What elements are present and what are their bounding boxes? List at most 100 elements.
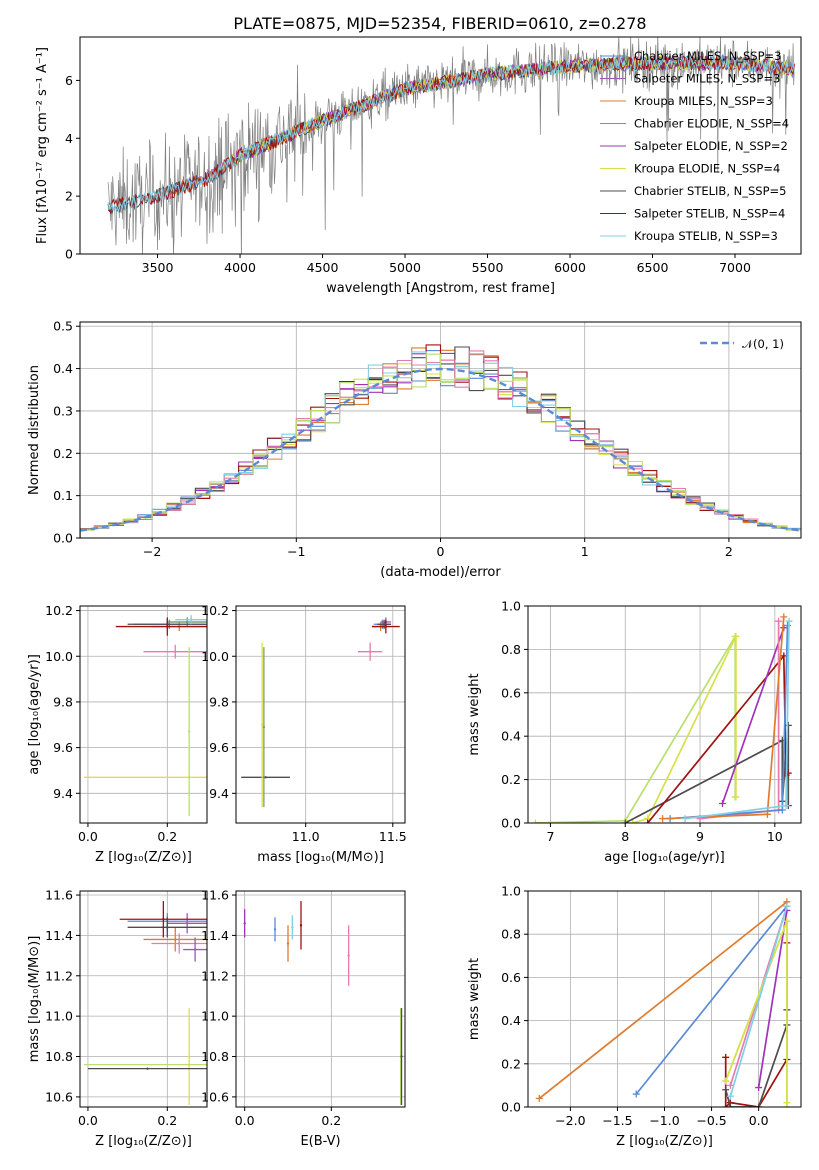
y-tick-label: 9.4 [209,786,229,801]
plus-marker [784,721,792,729]
data-point [185,922,189,925]
plus-marker [621,819,629,823]
plus-marker [785,617,793,625]
data-point [189,618,193,621]
mass-weight-line [729,905,788,1097]
normal-curve [80,367,801,532]
y-tick-label: 2 [65,189,73,204]
data-point [264,776,267,779]
age_vs_Z-grid [80,606,207,823]
mass_weight_vs_Z-marks [535,898,791,1107]
x-tick-label: −2.0 [555,1113,585,1128]
x-tick-label: 7 [546,829,554,844]
plus-marker [755,1103,763,1107]
x-tick-label: 0 [437,544,445,559]
y-tick-label: 10.8 [45,1049,73,1064]
x-tick-label: −2 [143,544,161,559]
y-tick-label: 11.0 [45,1009,73,1024]
data-point [185,620,189,624]
age_vs_mass-xlabel: mass [log₁₀(M/M⊙)] [257,850,384,865]
plus-marker [783,902,791,910]
plus-marker [722,1077,730,1085]
data-point [260,723,264,726]
mass_vs_Z-marks [83,901,207,1105]
y-tick-label: 0.3 [53,403,73,418]
mass-weight-line [662,616,785,820]
data-point [384,625,388,628]
x-tick-label: 8 [621,829,629,844]
y-tick-label: 9.8 [209,694,229,709]
y-tick-label: 9.8 [53,694,73,709]
plus-marker [726,1092,734,1100]
data-point [382,623,386,626]
age_vs_mass-panel: 11.0 11.5 9.4 9.6 9.8 10.0 10.2 mass [log₁₀(M/M… [201,603,407,865]
plus-marker [775,617,783,625]
y-tick-label: 11.0 [201,1009,229,1024]
x-tick-label: 4500 [307,260,339,275]
data-point [178,942,181,945]
y-tick-label: 10.0 [201,649,229,664]
data-point [400,1055,403,1058]
spectrum-marks [107,37,795,254]
y-tick-label: 0.0 [53,531,73,546]
y-tick-label: 0.1 [53,488,73,503]
mass_vs_ebv-grid [236,891,405,1107]
y-tick-label: 0.4 [501,729,521,744]
data-point [299,924,303,927]
x-tick-label: −1 [287,544,305,559]
x-tick-label: 0.0 [749,1113,769,1128]
mass_weight_vs_age-frame [527,605,802,824]
y-tick-label: 9.6 [53,740,73,755]
y-tick-label: 11.6 [45,888,73,903]
plus-marker [726,1103,734,1107]
data-point [166,926,169,929]
plus-marker [732,632,740,640]
y-tick-label: 0.6 [501,685,521,700]
x-tick-label: −1.0 [649,1113,679,1128]
y-tick-label: 1.0 [501,884,521,899]
data-point [187,1055,191,1058]
plus-marker [732,793,740,801]
plus-marker [535,1094,543,1102]
residuals-xlabel: (data-model)/error [380,565,501,580]
x-tick-label: 7000 [719,260,751,275]
data-point [243,922,246,925]
y-tick-label: 10.8 [201,1049,229,1064]
mass-weight-line [757,910,788,1088]
x-tick-label: 0.0 [78,1113,98,1128]
x-tick-label: −1.5 [602,1113,632,1128]
legend-entry: Chabrier ELODIE, N_SSP=4 [634,117,789,131]
x-tick-label: 10 [767,829,783,844]
mass_weight_vs_Z-frame [527,890,802,1108]
x-tick-label: 1 [581,544,589,559]
x-tick-label: 0.2 [157,1113,177,1128]
x-tick-label: 11.0 [292,829,320,844]
mass_vs_ebv-marks [243,901,403,1105]
plus-marker [531,819,539,823]
age_vs_mass-marks [241,617,400,808]
mass-weight-line [721,627,785,804]
y-tick-label: 10.0 [45,649,73,664]
y-tick-label: 10.2 [45,603,73,618]
mass-weight-line [535,633,737,823]
age_vs_mass-frame [235,605,406,824]
residuals-ylabel: Normed distribution [27,365,42,495]
plus-marker [644,819,652,823]
y-tick-label: 11.2 [45,968,73,983]
model-line-kroupa_stelib [107,55,795,214]
x-tick-label: −0.5 [696,1113,726,1128]
age_vs_Z-xlabel: Z [log₁₀(Z/Z⊙)] [95,850,192,865]
x-tick-label: 6500 [637,260,669,275]
y-tick-label: 11.6 [201,888,229,903]
data-point [286,942,290,945]
mass_vs_ebv-panel: 0.0 0.2 10.6 10.8 11.0 11.2 11.4 11.6 E(B-V) [201,888,406,1149]
mass-weight-line [635,905,788,1095]
x-tick-label: 0.2 [157,829,177,844]
y-tick-label: 0.2 [53,446,73,461]
x-tick-label: 4000 [224,260,256,275]
mass_weight_vs_age-xlabel: age [log₁₀(age/yr)] [604,850,725,865]
mass_vs_Z-ylabel: mass [log₁₀(M/M⊙)] [27,936,42,1063]
y-tick-label: 0.4 [501,1013,521,1028]
spectrum-panel: 3500 4000 4500 5000 5500 6000 6500 7000 0 2 4 6 wave… [35,36,802,296]
